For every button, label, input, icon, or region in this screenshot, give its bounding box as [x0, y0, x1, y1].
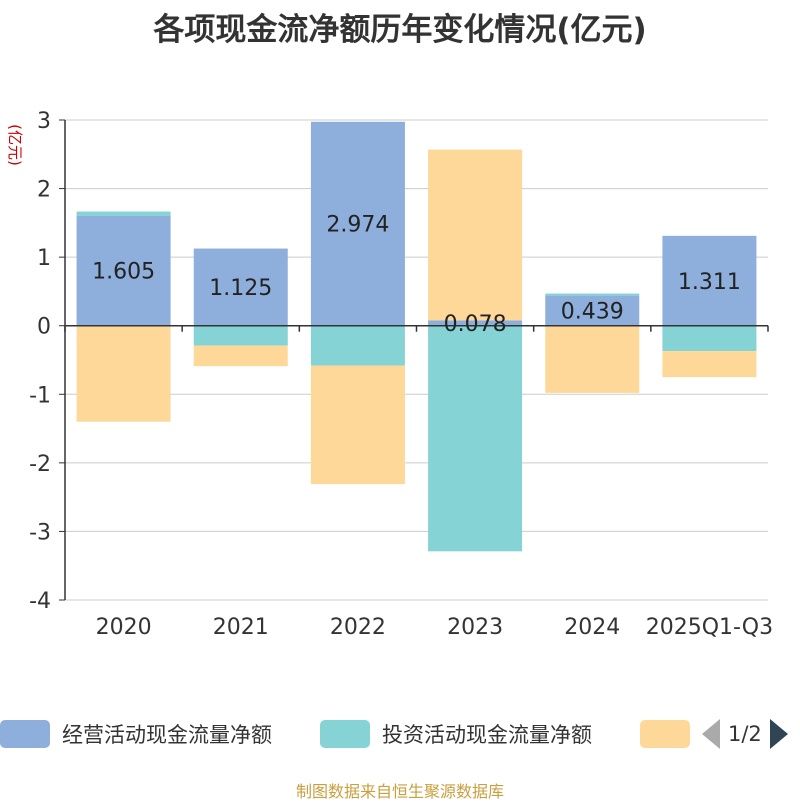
- y-tick-label: -1: [29, 383, 51, 408]
- legend-prev-icon[interactable]: [702, 719, 720, 749]
- y-axis-label: (亿元): [6, 124, 24, 166]
- legend-item[interactable]: [640, 714, 702, 754]
- legend-swatch: [0, 720, 50, 748]
- source-note: 制图数据来自恒生聚源数据库: [295, 782, 504, 801]
- legend-page-indicator: 1/2: [728, 722, 762, 746]
- y-tick-label: -2: [29, 452, 51, 477]
- bar-investing: [76, 211, 171, 216]
- bar-financing: [310, 365, 405, 485]
- bar-investing: [545, 293, 640, 296]
- bar-operating: [545, 295, 640, 326]
- legend-label: 经营活动现金流量净额: [62, 723, 272, 747]
- bar-investing: [662, 325, 757, 352]
- legend-swatch: [640, 720, 690, 748]
- bar-financing: [193, 345, 288, 367]
- legend-item[interactable]: 投资活动现金流量净额: [320, 714, 592, 754]
- data-label-operating: 1.311: [678, 270, 741, 295]
- data-label-operating: 1.605: [92, 260, 155, 285]
- bar-financing: [545, 325, 640, 393]
- bar-operating: [193, 248, 288, 326]
- bar-financing: [76, 325, 171, 422]
- y-tick-label: 3: [37, 109, 51, 134]
- bar-investing: [310, 325, 405, 366]
- legend-label: 投资活动现金流量净额: [382, 723, 592, 747]
- bar-operating: [428, 320, 523, 326]
- bar-investing: [193, 325, 288, 346]
- legend-swatch: [320, 720, 370, 748]
- data-label-operating: 1.125: [209, 276, 272, 301]
- bar-financing: [662, 351, 757, 378]
- y-tick-label: 0: [37, 315, 51, 340]
- legend-next-icon[interactable]: [769, 719, 788, 749]
- chart-title: 各项现金流净额历年变化情况(亿元): [153, 12, 647, 48]
- data-label-operating: 2.974: [326, 213, 389, 238]
- bar-operating: [76, 215, 171, 326]
- y-tick-label: -4: [29, 589, 51, 614]
- bar-operating: [310, 121, 405, 326]
- bar-investing: [428, 325, 523, 552]
- legend-item[interactable]: 经营活动现金流量净额: [0, 714, 272, 754]
- x-tick-label: 2023: [447, 615, 503, 640]
- x-tick-label: 2024: [564, 615, 620, 640]
- stacked-bar-chart: -4 -3 -2 -1 0 1 2 3 (亿元) 2020 2021 2022 2023 2024 2025…: [6, 109, 773, 640]
- y-tick-label: -3: [29, 520, 51, 545]
- bar-financing: [428, 149, 523, 321]
- data-label-operating: 0.078: [444, 312, 507, 337]
- x-tick-label: 2020: [96, 615, 152, 640]
- legend: 经营活动现金流量净额 投资活动现金流量净额: [0, 714, 800, 754]
- data-label-operating: 0.439: [561, 300, 624, 325]
- x-tick-label: 2025Q1-Q3: [646, 615, 773, 640]
- y-tick-label: 2: [37, 178, 51, 203]
- x-tick-label: 2021: [213, 615, 269, 640]
- legend-pager: 1/2: [700, 714, 800, 754]
- x-tick-label: 2022: [330, 615, 386, 640]
- y-tick-label: 1: [37, 246, 51, 271]
- bar-operating: [662, 235, 757, 326]
